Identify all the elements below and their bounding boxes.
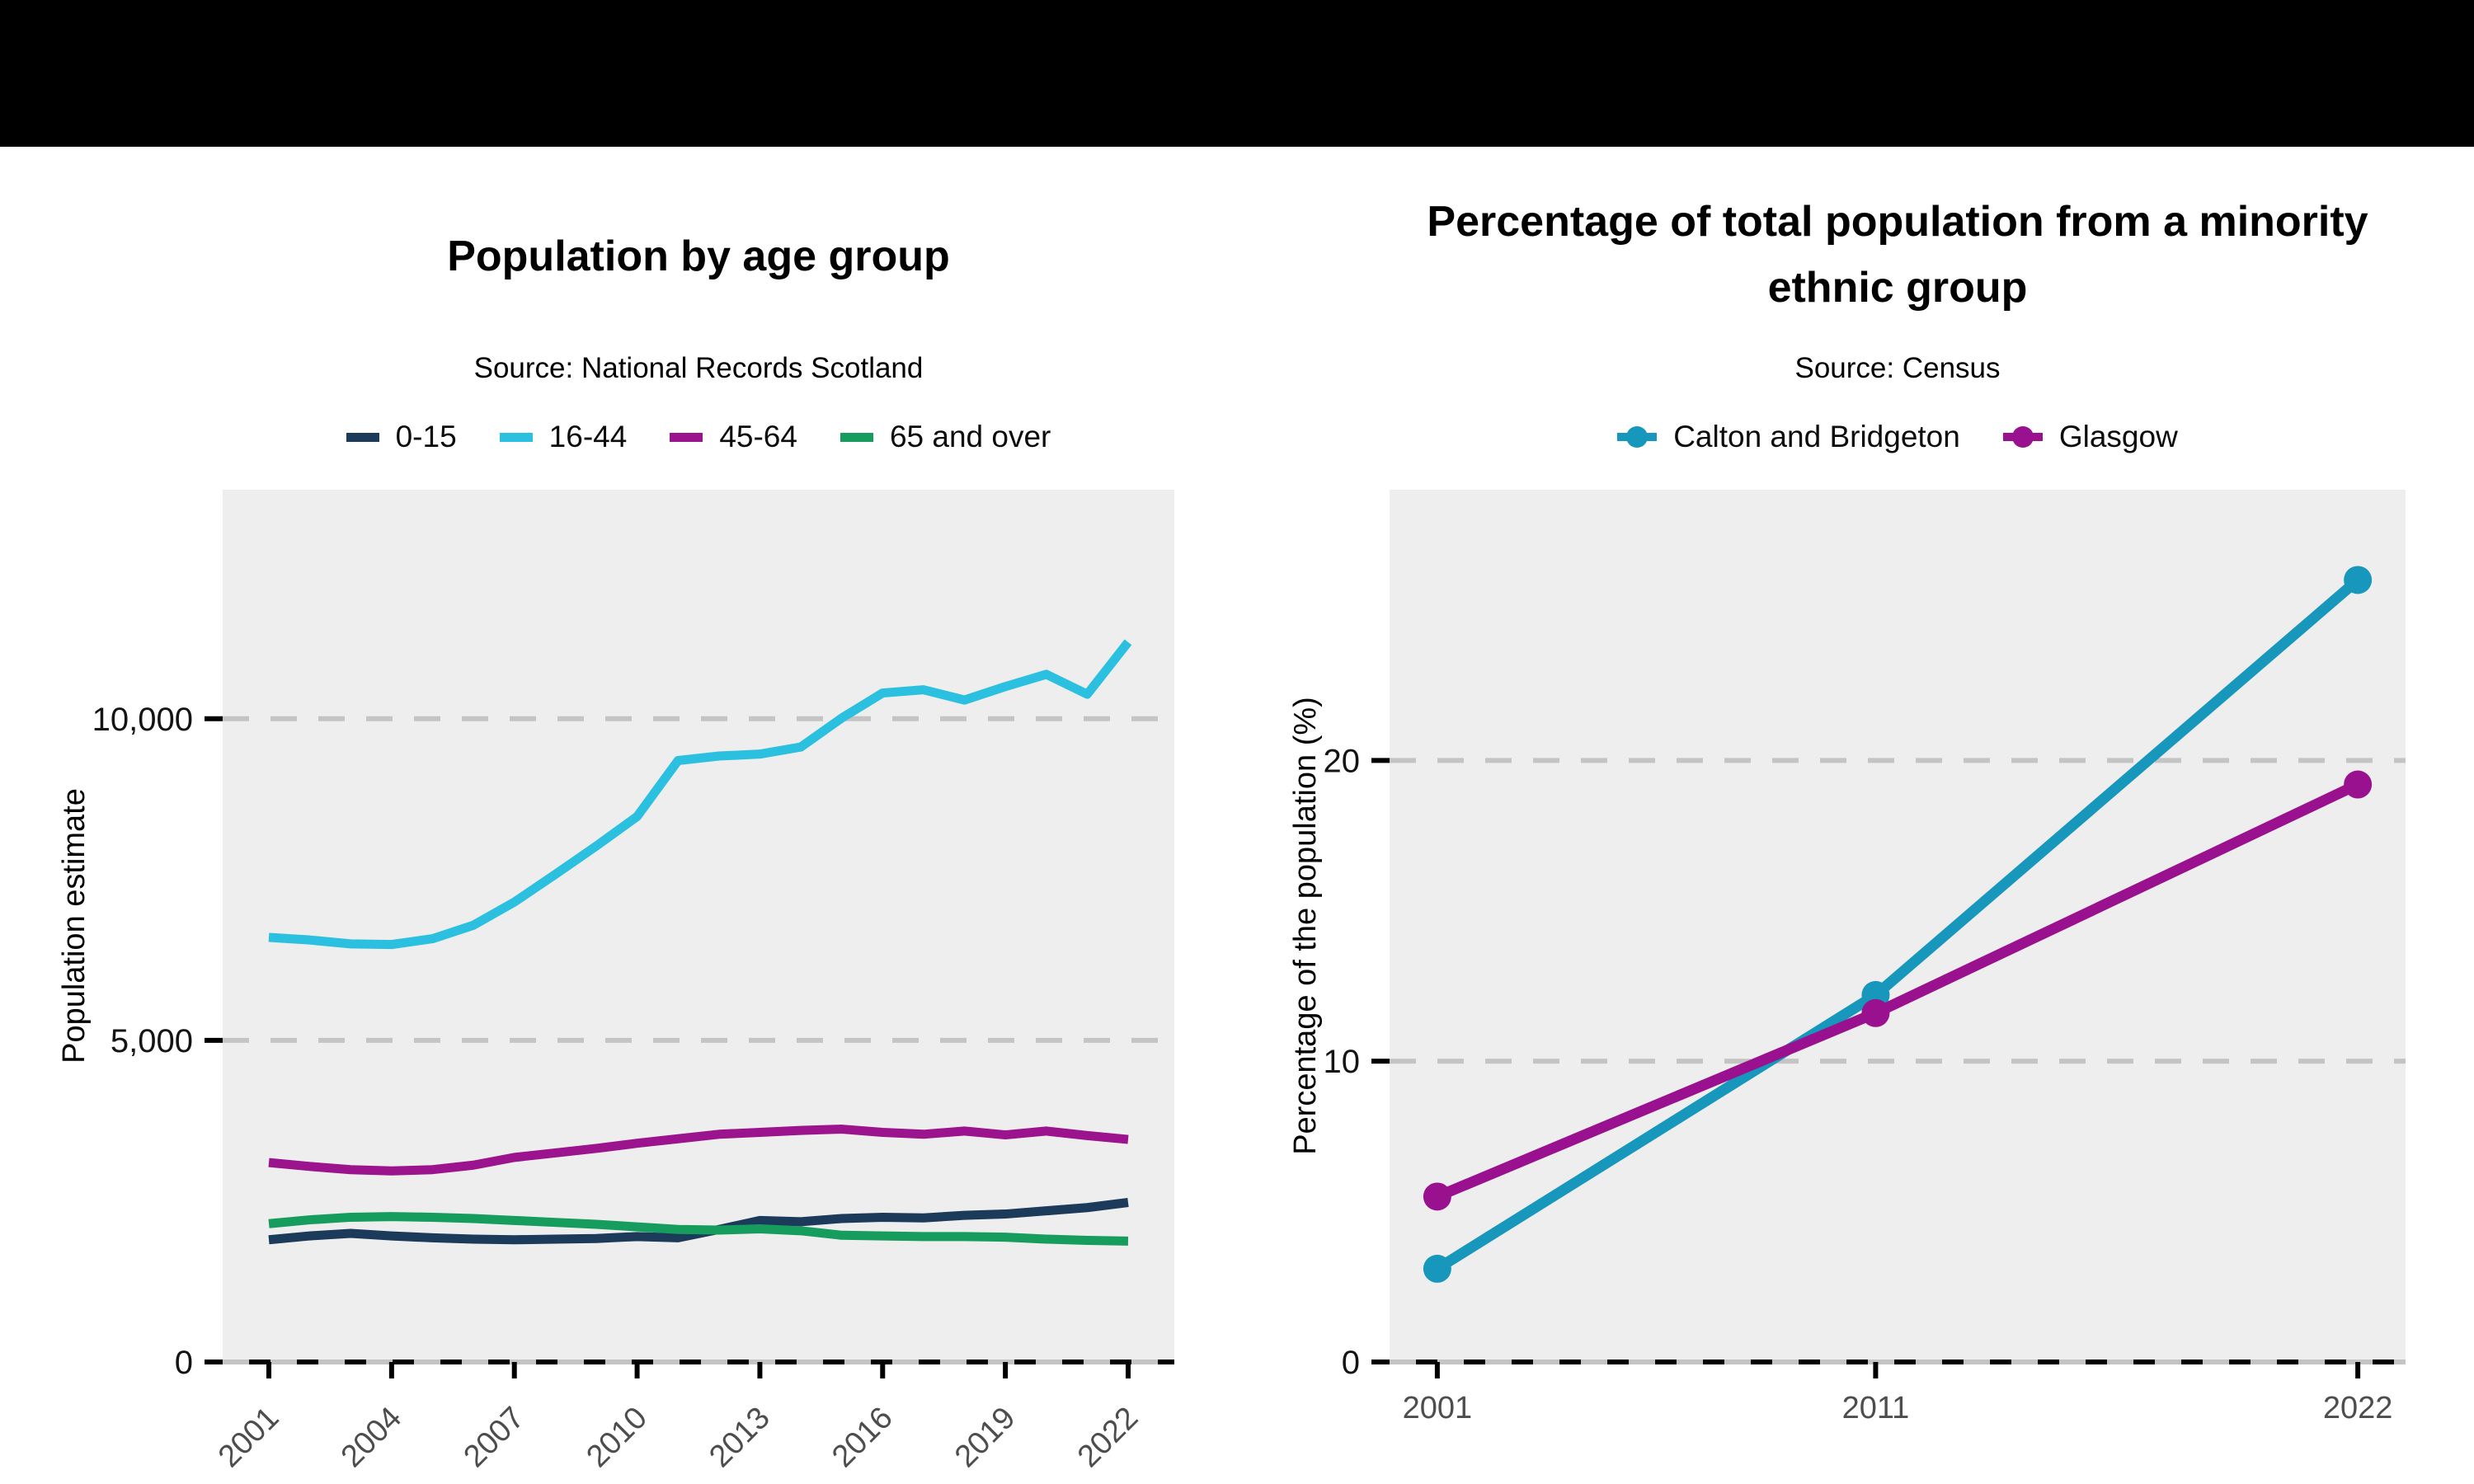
y-tick-label: 0 xyxy=(175,1345,193,1381)
legend-item-65-and-over: 65 and over xyxy=(840,420,1051,454)
legend-label: 16-44 xyxy=(548,420,628,453)
x-tick-label: 2001 xyxy=(1403,1391,1473,1425)
data-point-calton-and-bridgeton xyxy=(2344,566,2373,594)
population-chart-title: Population by age group xyxy=(447,232,950,280)
legend-key-point-icon xyxy=(2002,425,2043,449)
y-tick-label: 10 xyxy=(1324,1044,1361,1080)
data-point-calton-and-bridgeton xyxy=(1423,1254,1451,1283)
y-tick-label: 20 xyxy=(1324,743,1361,779)
series-line-65-and-over xyxy=(268,1212,1129,1246)
legend-label: Calton and Bridgeton xyxy=(1673,420,1960,453)
y-tick-label: 10,000 xyxy=(92,702,193,738)
x-tick-label: 2004 xyxy=(335,1401,408,1474)
legend-key-line-icon xyxy=(840,432,873,442)
ethnicity-chart-legend: Calton and Bridgeton Glasgow xyxy=(1390,416,2406,458)
data-point-glasgow xyxy=(1423,1182,1451,1211)
legend-label: 45-64 xyxy=(719,420,797,453)
x-tick-label: 2016 xyxy=(825,1401,899,1474)
x-tick-label: 2007 xyxy=(458,1401,531,1474)
population-chart-source: Source: National Records Scotland xyxy=(473,352,924,384)
legend-item-45-64: 45-64 xyxy=(670,420,797,454)
legend-key-point-icon xyxy=(1617,425,1658,449)
ethnicity-chart-title: Percentage of total population from a mi… xyxy=(1427,198,2368,312)
population-by-age-group-plot: 0 5,000 10,000 2001 2004 2007 2010 2013 2016 2019… xyxy=(92,490,1174,1474)
y-tick-label: 5,000 xyxy=(111,1023,193,1059)
legend-key-line-icon xyxy=(499,432,533,442)
series-line-45-64 xyxy=(268,1125,1129,1176)
x-tick-label: 2019 xyxy=(948,1401,1022,1474)
legend-key-line-icon xyxy=(670,432,703,442)
x-tick-label: 2010 xyxy=(580,1401,653,1474)
legend-item-0-15: 0-15 xyxy=(346,420,457,454)
legend-label: 0-15 xyxy=(395,420,457,453)
x-tick-label: 2022 xyxy=(2323,1391,2393,1425)
population-chart-legend: 0-15 16-44 45-64 65 and over xyxy=(223,416,1174,458)
x-tick-label: 2011 xyxy=(1842,1391,1910,1425)
minority-ethnic-percentage-plot: 0 10 20 2001 2011 2022 xyxy=(1324,490,2406,1425)
legend-label: Glasgow xyxy=(2058,420,2178,453)
plot-panel xyxy=(1390,490,2406,1362)
legend-item-glasgow: Glasgow xyxy=(2002,420,2178,454)
legend-item-16-44: 16-44 xyxy=(499,420,628,454)
ethnicity-chart-source: Source: Census xyxy=(1794,352,2001,384)
y-tick-label: 0 xyxy=(1342,1345,1360,1381)
x-tick-label: 2022 xyxy=(1071,1401,1145,1474)
x-tick-label: 2001 xyxy=(212,1401,285,1474)
data-point-glasgow xyxy=(1861,998,1890,1027)
legend-label: 65 and over xyxy=(889,420,1051,453)
x-tick-label: 2013 xyxy=(703,1401,776,1474)
legend-item-calton-and-bridgeton: Calton and Bridgeton xyxy=(1617,420,1960,454)
data-point-glasgow xyxy=(2344,770,2373,799)
series-line-16-44 xyxy=(268,639,1132,950)
legend-key-line-icon xyxy=(346,432,379,442)
top-banner xyxy=(0,0,2474,147)
